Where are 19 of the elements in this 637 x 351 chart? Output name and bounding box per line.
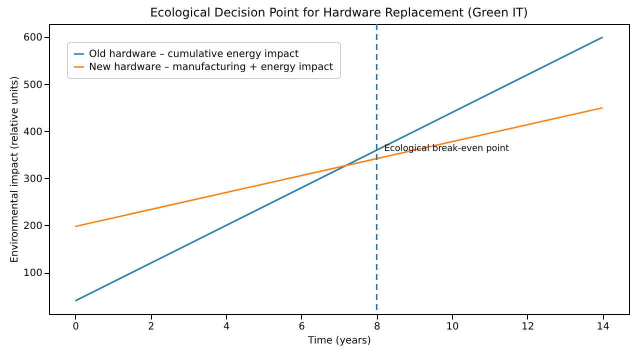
x-tick-label: 14 — [596, 322, 610, 332]
y-tick-label: 400 — [23, 126, 42, 138]
x-tick-label: 10 — [446, 322, 459, 332]
y-axis-title: Environmental impact (relative units) — [9, 76, 20, 263]
x-tick-label: 2 — [148, 322, 154, 332]
x-tick-label: 8 — [374, 322, 380, 332]
x-axis-title: Time (years) — [307, 336, 372, 346]
x-tick-label: 0 — [72, 322, 80, 332]
x-tick-label: 12 — [521, 322, 534, 332]
chart-title: Ecological Decision Point for Hardware Replacement (Green IT) — [150, 5, 528, 20]
y-tick-label: 100 — [23, 268, 42, 280]
x-tick-label: 4 — [223, 322, 230, 332]
y-tick-label: 200 — [23, 220, 42, 232]
y-tick-label: 600 — [23, 32, 42, 44]
x-tick-label: 6 — [298, 322, 306, 332]
legend-label: New hardware – manufacturing + energy impact — [89, 62, 334, 73]
y-tick-label: 500 — [23, 80, 42, 91]
legend-label: Old hardware – cumulative energy impact — [89, 49, 299, 60]
y-tick-label: 300 — [23, 174, 42, 185]
